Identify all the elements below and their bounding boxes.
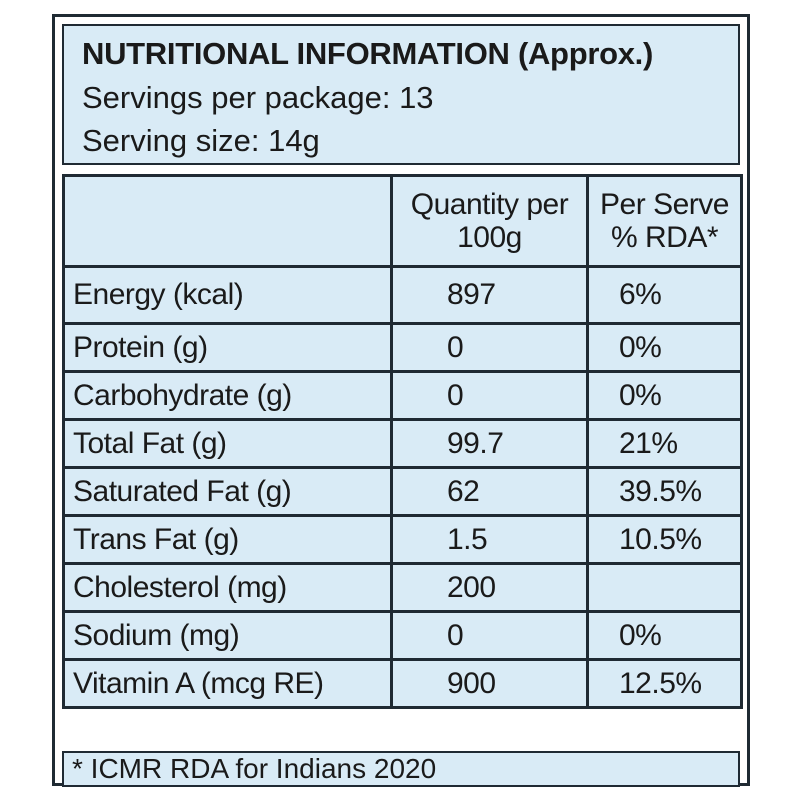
rda-header-line1: Per Serve	[600, 188, 729, 221]
nutrition-table: Quantity per 100g Per Serve % RDA* Energ…	[62, 174, 743, 709]
nutrient-rda: 10.5%	[586, 514, 743, 565]
nutrient-name: Carbohydrate (g)	[62, 370, 393, 421]
quantity-header-line2: 100g	[457, 221, 522, 254]
nutrient-quantity: 0	[390, 370, 589, 421]
table-row: Trans Fat (g) 1.5 10.5%	[62, 514, 743, 565]
nutrient-name: Cholesterol (mg)	[62, 562, 393, 613]
rda-column-header: Per Serve % RDA*	[586, 174, 743, 268]
nutrient-quantity: 1.5	[390, 514, 589, 565]
nutrient-rda: 0%	[586, 370, 743, 421]
nutrient-rda: 0%	[586, 610, 743, 661]
table-row: Saturated Fat (g) 62 39.5%	[62, 466, 743, 517]
table-row: Protein (g) 0 0%	[62, 322, 743, 373]
quantity-column-header: Quantity per 100g	[390, 174, 589, 268]
nutrient-name: Energy (kcal)	[62, 265, 393, 325]
quantity-header-line1: Quantity per	[410, 188, 569, 221]
nutrient-quantity: 0	[390, 610, 589, 661]
nutrient-name: Protein (g)	[62, 322, 393, 373]
nutrient-name: Vitamin A (mcg RE)	[62, 658, 393, 709]
nutrient-quantity: 897	[390, 265, 589, 325]
nutrient-rda	[586, 562, 743, 613]
nutrient-name: Total Fat (g)	[62, 418, 393, 469]
nutrient-rda: 0%	[586, 322, 743, 373]
table-row: Carbohydrate (g) 0 0%	[62, 370, 743, 421]
table-row: Vitamin A (mcg RE) 900 12.5%	[62, 658, 743, 709]
table-header-row: Quantity per 100g Per Serve % RDA*	[62, 174, 743, 268]
table-row: Total Fat (g) 99.7 21%	[62, 418, 743, 469]
nutrient-quantity: 900	[390, 658, 589, 709]
nutrient-name: Saturated Fat (g)	[62, 466, 393, 517]
serving-size: Serving size: 14g	[82, 123, 320, 158]
servings-per-package: Servings per package: 13	[82, 80, 434, 115]
nutrient-rda: 6%	[586, 265, 743, 325]
nutrient-name: Sodium (mg)	[62, 610, 393, 661]
nutrient-column-header	[62, 174, 393, 268]
nutrient-name: Trans Fat (g)	[62, 514, 393, 565]
nutrient-quantity: 0	[390, 322, 589, 373]
table-row: Cholesterol (mg) 200	[62, 562, 743, 613]
rda-header-line2: % RDA*	[610, 221, 719, 254]
nutrient-rda: 21%	[586, 418, 743, 469]
table-row: Energy (kcal) 897 6%	[62, 265, 743, 325]
nutrient-quantity: 200	[390, 562, 589, 613]
table-row: Sodium (mg) 0 0%	[62, 610, 743, 661]
nutrient-rda: 39.5%	[586, 466, 743, 517]
nutrition-header: NUTRITIONAL INFORMATION (Approx.) Servin…	[62, 24, 740, 165]
nutrition-title: NUTRITIONAL INFORMATION (Approx.)	[82, 36, 654, 71]
nutrition-panel: NUTRITIONAL INFORMATION (Approx.) Servin…	[52, 14, 750, 787]
nutrient-rda: 12.5%	[586, 658, 743, 709]
rda-footnote: * ICMR RDA for Indians 2020	[62, 751, 740, 787]
nutrient-quantity: 62	[390, 466, 589, 517]
nutrient-quantity: 99.7	[390, 418, 589, 469]
